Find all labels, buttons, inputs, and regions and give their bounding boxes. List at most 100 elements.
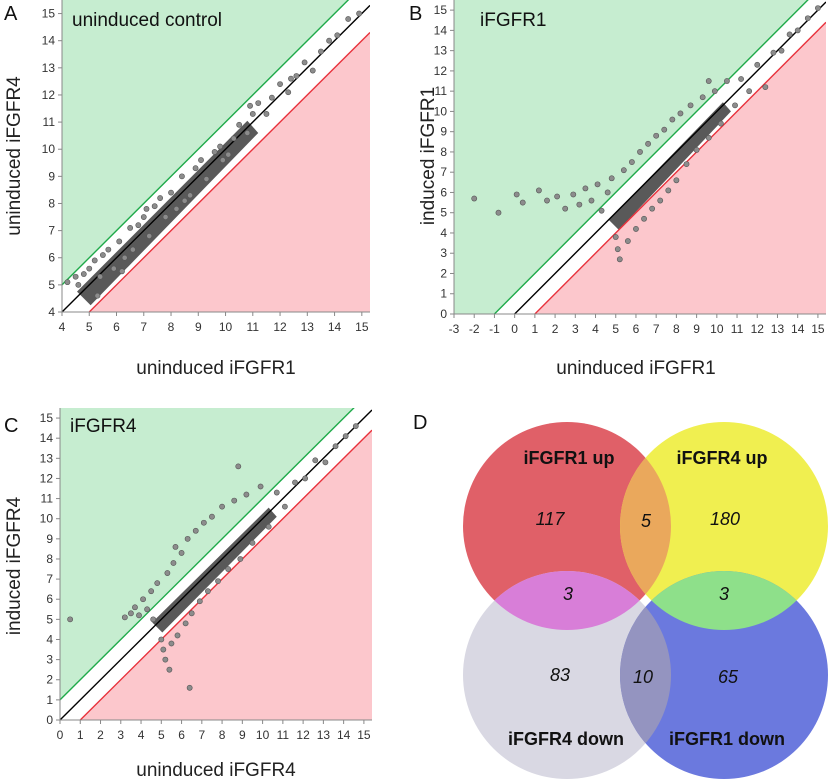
data-point-b-37 [699,94,706,101]
data-point-a-10 [116,238,123,245]
x-tick-label-c-3: 3 [117,728,124,742]
data-point-b-34 [683,161,690,167]
data-point-b-30 [665,187,672,194]
x-tick-label-c-4: 4 [138,728,145,742]
data-point-a-33 [249,111,256,117]
data-point-a-38 [285,89,292,96]
y-tick-label-a-10: 14 [42,34,56,48]
upregulated-region-b [454,0,808,314]
data-point-a-4 [86,265,93,272]
x-tick-label-b-12: 9 [693,322,700,336]
data-point-c-17 [174,632,181,639]
data-point-c-38 [292,479,298,486]
x-tick-label-a-5: 9 [195,320,202,334]
data-point-c-10 [158,636,165,643]
data-point-a-20 [168,189,174,196]
data-point-c-13 [164,570,171,576]
venn-set-label-ifgfr1-up: iFGFR1 up [524,448,615,468]
data-point-a-14 [135,222,142,229]
y-tick-label-b-11: 11 [435,84,448,98]
venn-circle-ifgfr4-down [463,571,671,779]
y-tick-label-c-13: 13 [40,451,54,465]
data-point-b-22 [633,226,639,232]
data-point-b-47 [770,49,777,56]
data-point-b-0 [471,195,478,202]
data-point-b-52 [815,5,821,12]
data-point-b-36 [693,147,700,153]
data-point-b-50 [794,27,801,34]
x-tick-label-b-4: 1 [532,322,539,336]
x-tick-label-c-14: 14 [337,728,351,742]
x-tick-label-a-10: 14 [328,320,342,334]
data-point-b-45 [754,61,761,68]
y-tick-label-b-9: 9 [440,125,447,139]
y-tick-label-a-6: 10 [42,142,56,156]
data-point-c-45 [235,463,242,470]
y-tick-label-b-8: 8 [440,145,447,159]
data-point-a-23 [187,192,194,199]
y-tick-label-b-7: 7 [440,165,447,179]
y-tick-label-a-9: 13 [42,61,56,75]
data-point-a-40 [301,59,308,66]
x-tick-label-a-7: 11 [247,320,260,334]
venn-count-0: 117 [536,509,566,529]
data-point-c-1 [121,614,128,621]
y-tick-label-a-8: 12 [42,88,56,102]
x-tick-label-a-6: 10 [219,320,233,334]
data-point-c-39 [302,475,309,482]
data-point-c-20 [184,535,191,542]
data-point-c-12 [162,656,169,663]
data-point-c-31 [237,556,244,562]
x-tick-label-b-0: -3 [449,322,460,336]
scatter-panel-b: -3 -2 -1 0 1 2 3 4 5 6 7 8 9 10 11 12 13 14 15012345678910… [418,0,826,379]
y-tick-label-c-10: 10 [40,512,54,526]
venn-count-4: 3 [719,584,729,604]
plot-area-a [62,0,370,312]
x-tick-label-b-6: 3 [572,322,579,336]
x-tick-label-b-1: -2 [469,322,480,336]
data-point-b-41 [724,78,730,84]
panel-label-b: B [409,3,422,25]
data-point-a-2 [75,281,82,288]
data-point-b-13 [598,207,605,214]
y-tick-label-c-8: 8 [46,552,53,566]
lower-threshold-line-c [79,429,372,720]
x-tick-label-c-9: 9 [239,728,246,742]
data-point-c-4 [136,612,142,619]
data-point-b-19 [620,167,627,174]
x-tick-label-c-15: 15 [357,728,371,742]
data-point-c-7 [148,588,155,595]
data-point-a-24 [192,165,199,172]
data-point-c-43 [342,433,349,440]
data-point-c-2 [128,610,134,617]
data-point-b-17 [614,246,621,253]
y-tick-label-c-6: 6 [46,592,53,606]
data-point-c-0 [67,616,74,623]
x-tick-label-b-3: 0 [511,322,518,336]
data-point-a-13 [129,246,136,253]
x-tick-label-b-14: 11 [731,322,744,336]
y-tick-label-c-1: 1 [46,693,53,707]
data-point-a-26 [203,176,210,182]
y-tick-label-a-4: 8 [48,196,55,210]
data-point-b-2 [513,191,520,198]
data-point-c-36 [273,489,280,496]
venn-circle-ifgfr4-up [620,422,828,630]
x-tick-label-a-3: 7 [140,320,147,334]
x-tick-label-a-0: 4 [59,320,66,334]
panel-title-a: uninduced control [72,10,222,31]
data-point-c-42 [332,443,339,450]
x-tick-label-b-13: 10 [710,322,724,336]
data-point-a-3 [80,271,87,277]
data-point-c-34 [257,483,264,490]
data-point-c-26 [209,513,215,520]
data-point-c-25 [204,588,211,595]
y-tick-label-a-2: 6 [48,251,55,265]
data-point-b-28 [657,197,664,204]
scatter-panel-c: 0 1 2 3 4 5 6 7 8 9 10 11 12 13 14 15012345678910111213… [4,408,372,781]
data-point-c-14 [166,666,173,673]
venn-set-label-ifgfr4-up: iFGFR4 up [677,448,768,468]
data-point-b-21 [629,159,635,165]
y-axis-label-c: induced iFGFR4 [4,496,25,635]
